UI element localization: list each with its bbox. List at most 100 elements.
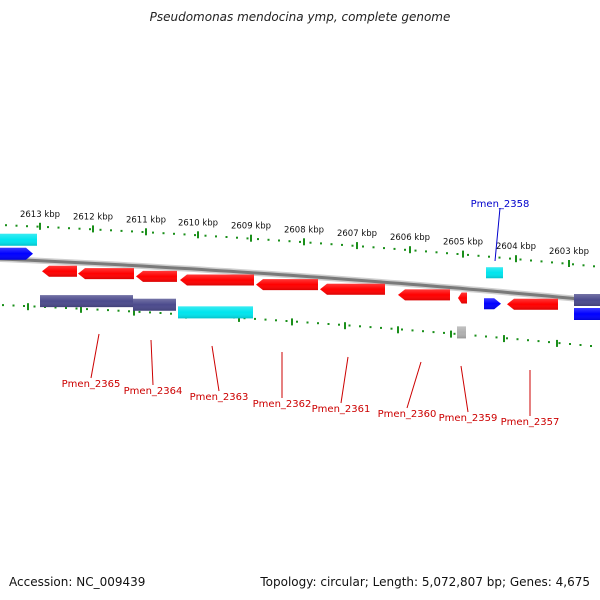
ruler-dot-outer (477, 254, 480, 257)
ruler-dot-outer (582, 264, 585, 267)
ruler-dot-outer (68, 227, 70, 230)
leader-line (90, 333, 100, 379)
gene-label: Pmen_2359 (439, 413, 498, 424)
ruler-dot-outer (89, 228, 91, 231)
major-tick (145, 228, 147, 236)
accession-label: Accession: NC_009439 (9, 575, 146, 589)
ruler-dot-inner (254, 317, 256, 320)
ruler-dot-inner (369, 326, 372, 329)
ruler-dot-inner (54, 306, 57, 309)
major-tick (409, 246, 411, 254)
ruler-dot-outer (162, 232, 165, 235)
ruler-dot-outer (183, 233, 186, 236)
major-tick-inner (556, 339, 558, 347)
gene-label: Pmen_2360 (378, 409, 437, 420)
ruler-dot-inner (558, 342, 561, 345)
tick-label: 2603 kbp (549, 247, 589, 257)
leader-line (494, 207, 501, 262)
gene-arrow-blue-shade (574, 308, 600, 320)
ruler-dot-outer (278, 239, 280, 242)
ruler-dot-inner (275, 319, 277, 322)
tick-label: 2613 kbp (20, 210, 60, 220)
ruler-dot-inner (411, 329, 414, 332)
ruler-dot-outer (404, 248, 406, 251)
gene-label: Pmen_2357 (501, 417, 560, 428)
major-tick-inner (133, 308, 135, 316)
gene-arrow-red-shade (398, 289, 450, 301)
ruler-dot-inner (348, 324, 351, 327)
major-tick-inner (503, 335, 505, 343)
major-tick-inner (450, 330, 452, 338)
tick-label: 2612 kbp (73, 212, 113, 222)
ruler-dot-inner (12, 304, 15, 307)
ruler-dot-inner (107, 309, 109, 312)
ruler-dot-outer (257, 238, 259, 241)
ruler-dot-outer (309, 241, 312, 244)
ruler-dot-outer (341, 243, 343, 246)
gene-arrow-cyan-shade (178, 306, 253, 319)
gene-label: Pmen_2364 (124, 386, 183, 397)
gene-arrow-grey-shade (457, 326, 466, 339)
leader-line (211, 345, 220, 392)
ruler-dot-inner (264, 318, 267, 321)
ruler-dot-outer (530, 259, 532, 262)
ruler-dot-inner (296, 320, 298, 323)
ruler-dot-inner (306, 321, 309, 324)
gene-arrow-red-shade (180, 274, 254, 286)
gene-arrow-slate-shade (40, 295, 133, 308)
ruler-dot-inner (128, 310, 130, 313)
major-tick (568, 260, 570, 267)
ruler-dot-outer (204, 234, 207, 237)
ruler-dot-inner (485, 335, 487, 338)
gene-arrow-cyan-shade (486, 267, 503, 279)
ruler-dot-outer (110, 229, 112, 232)
major-tick-inner (291, 318, 293, 326)
ruler-dot-outer (498, 256, 501, 259)
ruler-dot-inner (117, 309, 120, 312)
major-tick-inner (80, 305, 82, 313)
ruler-dot-outer (551, 261, 553, 264)
ruler-dot-inner (590, 345, 592, 347)
ruler-dot-inner (23, 305, 25, 307)
gene-arrow-blue-shade (484, 298, 501, 310)
ruler-dot-inner (453, 332, 456, 335)
major-tick (197, 231, 199, 239)
ruler-dot-outer (519, 258, 522, 261)
ruler-dot-outer (141, 231, 144, 233)
ruler-dot-outer (425, 250, 427, 253)
major-tick-inner (397, 326, 399, 334)
gene-arrow-blue-shade (0, 247, 33, 260)
ruler-dot-inner (474, 334, 477, 337)
ruler-dot-outer (414, 249, 417, 252)
ruler-dot-outer (120, 229, 123, 232)
gene-arrow-red-shade (507, 298, 558, 310)
ruler-dot-inner (65, 307, 67, 309)
ruler-dot-outer (236, 236, 238, 239)
ruler-dot-inner (401, 328, 403, 331)
major-tick (39, 222, 41, 230)
gene-label: Pmen_2358 (471, 199, 530, 210)
ruler-dot-outer (36, 225, 39, 228)
ruler-dot-inner (432, 331, 435, 334)
ruler-dot-inner (548, 341, 550, 344)
ruler-dot-outer (561, 262, 564, 265)
ruler-dot-outer (372, 246, 375, 249)
tick-label: 2608 kbp (284, 225, 324, 235)
tick-label: 2607 kbp (337, 229, 377, 239)
leader-line (460, 365, 469, 413)
ruler-dot-inner (159, 312, 162, 314)
major-tick (515, 255, 517, 263)
ruler-dot-inner (527, 339, 529, 342)
gene-arrow-slate-shade (574, 294, 600, 306)
ruler-dot-outer (78, 227, 81, 230)
ruler-dot-inner (516, 338, 519, 341)
ruler-dot-outer (194, 234, 196, 237)
ruler-dot-inner (149, 311, 151, 314)
ruler-dot-outer (15, 224, 18, 227)
gene-arrow-red-shade (256, 279, 318, 291)
ruler-dot-outer (173, 232, 175, 235)
ruler-dot-outer (467, 253, 469, 256)
major-tick-inner (344, 322, 346, 330)
